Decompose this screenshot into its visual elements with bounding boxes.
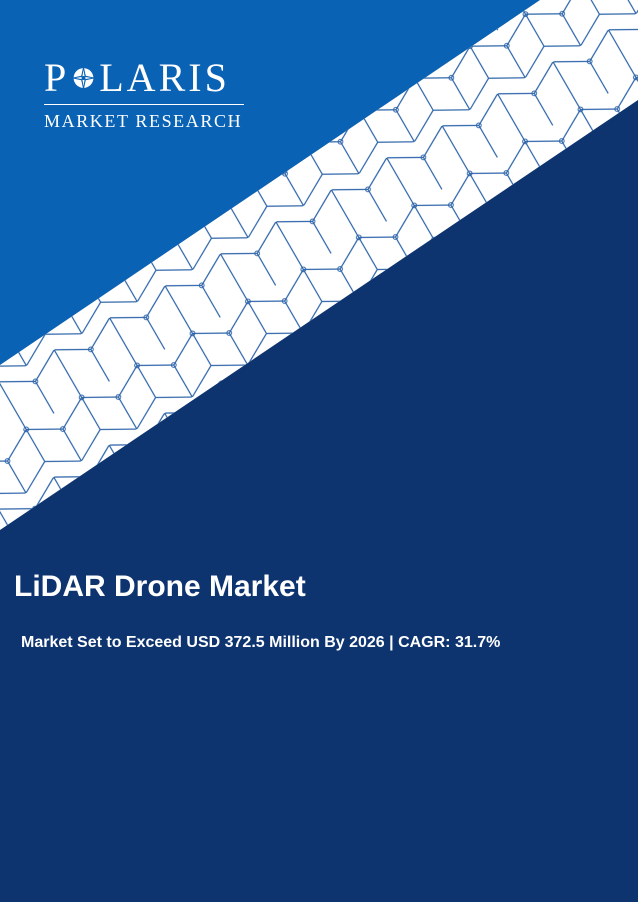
lattice-band [0, 0, 638, 530]
logo-wordmark: P LARIS [44, 58, 246, 98]
logo-letter-p: P [44, 55, 70, 100]
report-title: LiDAR Drone Market [14, 570, 306, 603]
compass-star-icon [71, 65, 97, 91]
report-subtitle: Market Set to Exceed USD 372.5 Million B… [21, 634, 501, 651]
polaris-logo: P LARIS MARKET RESEARCH [44, 58, 246, 132]
logo-divider [44, 104, 244, 105]
logo-subtitle: MARKET RESEARCH [44, 111, 243, 131]
logo-letters-laris: LARIS [99, 55, 230, 100]
